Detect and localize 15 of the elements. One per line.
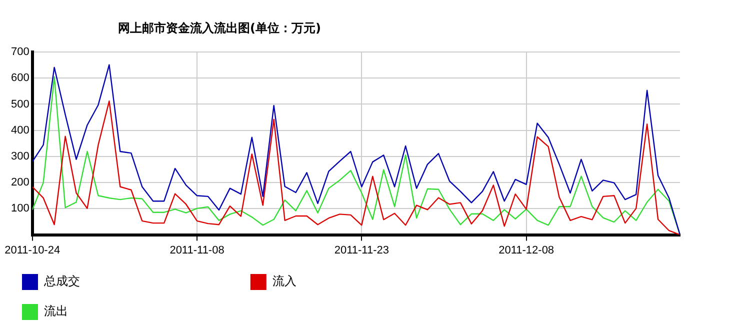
y-tick-label: 200 [10,176,30,189]
legend-label: 流入 [272,274,453,288]
y-tick-label: 400 [10,124,30,136]
legend-label: 流出 [44,304,224,318]
y-tick-label: 600 [10,72,30,84]
chart-title: 网上邮市资金流入流出图(单位：万元) [118,20,321,37]
legend-label: 总成交 [43,274,236,288]
x-tick-label: 2011-12-08 [498,244,554,256]
y-tick-label: 700 [10,46,30,58]
x-tick-label: 2011-10-24 [4,244,60,256]
x-tick-label: 2011-11-23 [334,244,389,256]
y-tick-label: 100 [10,202,30,215]
y-tick-label: 500 [10,98,30,110]
x-tick-label: 2011-11-08 [170,244,224,256]
y-tick-label: 300 [10,150,30,162]
